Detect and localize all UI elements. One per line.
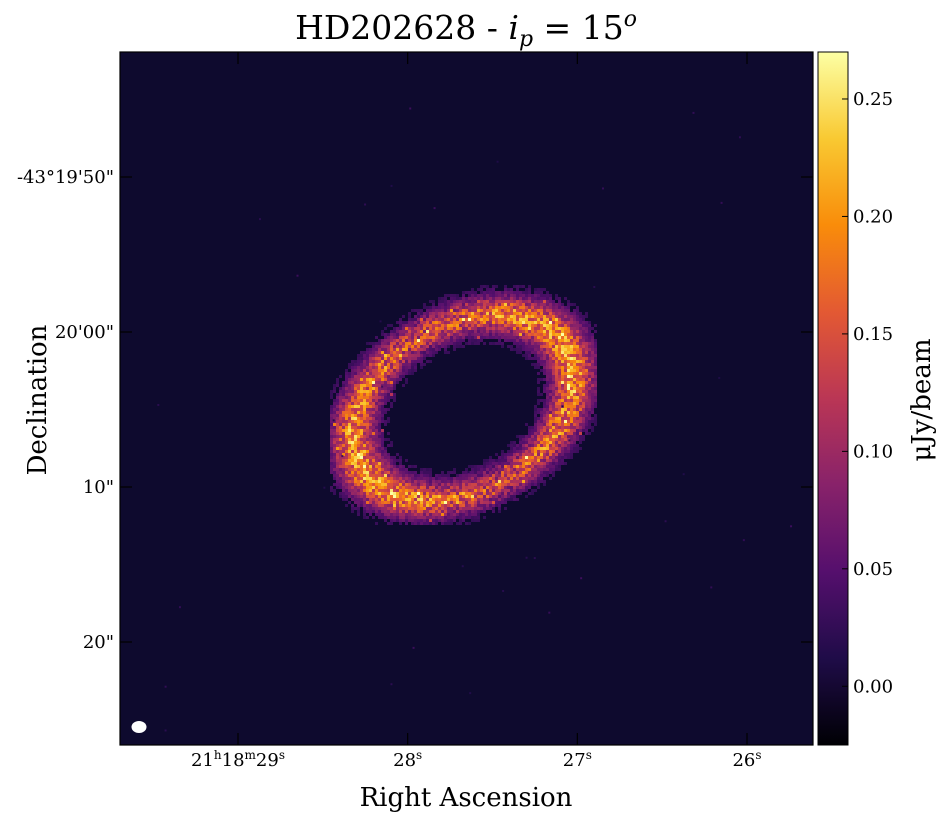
colorbar-tick-label: 0.05 — [853, 559, 893, 580]
colorbar-tick-label: 0.00 — [853, 676, 893, 697]
y-axis-ticks: -43°19'50" 20'00" 10" 20" — [17, 167, 813, 653]
colorbar-tick-label: 0.25 — [853, 89, 893, 110]
colorbar-ticks: 0.00 0.05 0.10 0.15 0.20 0.25 — [842, 89, 893, 697]
y-tick-label: -43°19'50" — [17, 167, 114, 188]
x-axis-ticks: 21h18m29s 28s 27s 26s — [191, 52, 762, 771]
y-tick-label: 10" — [83, 477, 114, 498]
x-tick-label: 26s — [732, 748, 761, 771]
x-axis-label: Right Ascension — [360, 783, 573, 813]
image-background — [120, 52, 813, 745]
debris-ring — [330, 285, 597, 525]
beam-ellipse — [131, 721, 147, 733]
x-tick-label: 28s — [393, 748, 422, 771]
x-tick-label: 27s — [563, 748, 592, 771]
y-tick-label: 20" — [83, 632, 114, 653]
colorbar-tick-label: 0.10 — [853, 441, 893, 462]
image-panel: 21h18m29s 28s 27s 26s -43°19'50" 20'00" 10" 20… — [17, 51, 814, 771]
x-tick-label: 21h18m29s — [191, 748, 285, 771]
y-tick-label: 20'00" — [55, 322, 114, 343]
plot-frame — [119, 51, 814, 746]
colorbar-tick-label: 0.15 — [853, 324, 893, 345]
colorbar-label: μJy/beam — [907, 339, 937, 462]
y-axis-label: Declination — [23, 324, 53, 475]
background-noise — [157, 107, 793, 732]
colorbar: 0.00 0.05 0.10 0.15 0.20 0.25 μJy/beam — [817, 51, 937, 746]
chart-title: HD202628 - ip = 15o — [295, 7, 637, 52]
colorbar-bar — [817, 51, 849, 746]
colorbar-tick-label: 0.20 — [853, 206, 893, 227]
